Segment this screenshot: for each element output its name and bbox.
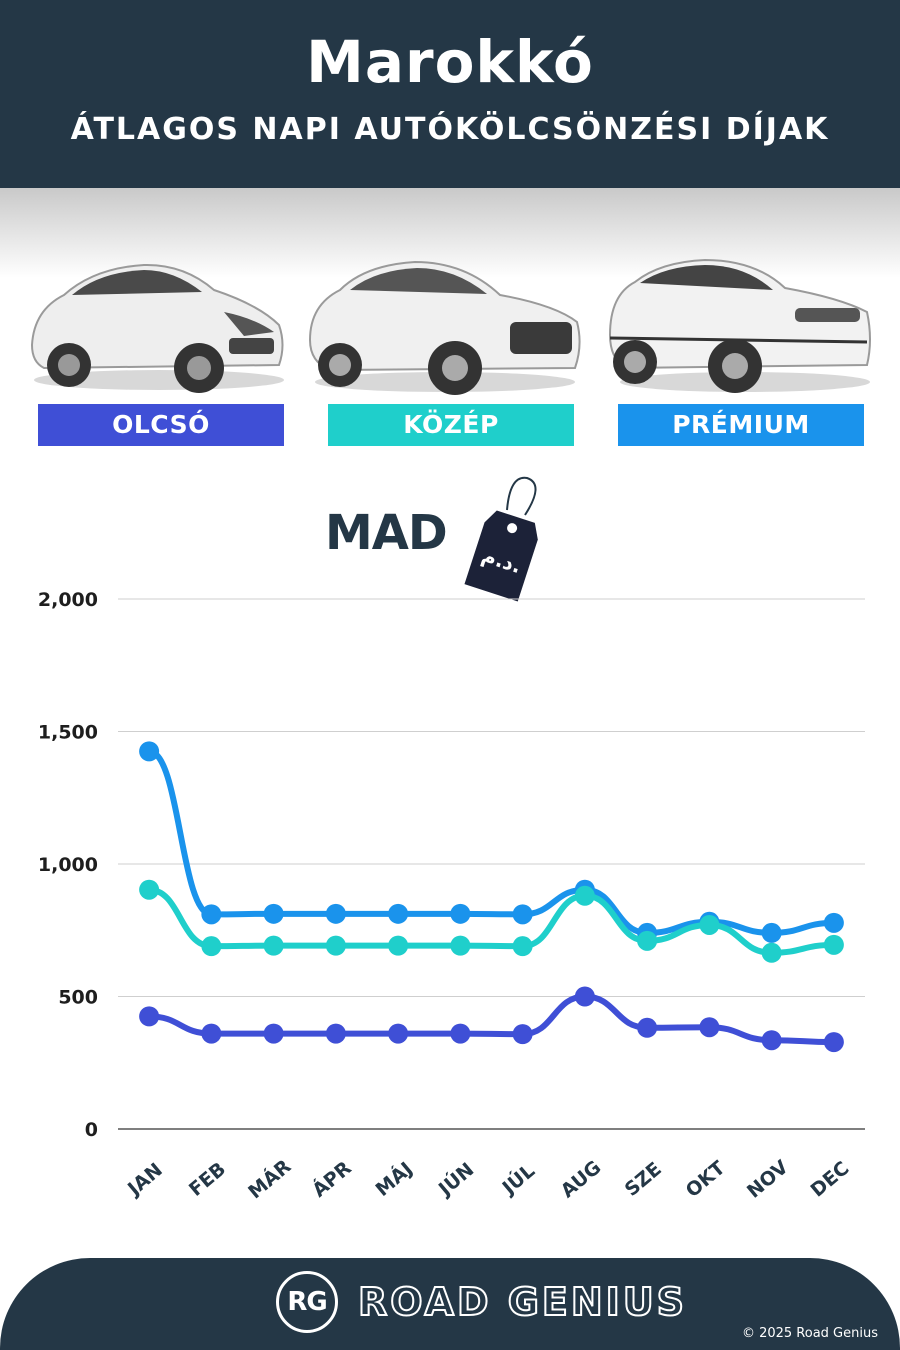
- badge-kozep: KÖZÉP: [328, 404, 574, 446]
- page-subtitle: ÁTLAGOS NAPI AUTÓKÖLCSÖNZÉSI DÍJAK: [70, 112, 830, 147]
- x-tick-label: JÚN: [432, 1157, 478, 1201]
- data-point: [823, 934, 844, 955]
- x-tick-label: AUG: [557, 1156, 606, 1202]
- road-genius-logo: RG: [276, 1271, 338, 1333]
- data-point: [201, 904, 222, 925]
- data-point: [139, 1006, 160, 1027]
- data-point: [512, 936, 533, 957]
- x-tick-label: MÁR: [244, 1154, 296, 1203]
- data-point: [512, 904, 533, 925]
- data-point: [263, 935, 284, 956]
- data-point: [637, 930, 658, 951]
- data-point: [450, 903, 471, 924]
- currency-label: MAD: [325, 505, 448, 561]
- brand-name: ROAD GENIUS: [357, 1279, 688, 1325]
- x-tick-label: SZE: [621, 1158, 666, 1201]
- data-point: [263, 1023, 284, 1044]
- hatchback-car-icon: [30, 263, 284, 393]
- series-line-olcsó: [149, 993, 834, 1046]
- x-tick-label: DEC: [807, 1157, 854, 1201]
- data-point: [388, 1023, 409, 1044]
- data-point: [139, 879, 160, 900]
- data-point: [201, 1023, 222, 1044]
- badge-label: PRÉMIUM: [672, 410, 810, 439]
- data-point: [699, 1017, 720, 1038]
- data-point: [263, 903, 284, 924]
- data-point: [325, 903, 346, 924]
- data-point: [761, 942, 782, 963]
- luxury-suv-car-icon: [608, 258, 871, 393]
- x-tick-label: JAN: [122, 1159, 167, 1201]
- copyright-text: © 2025 Road Genius: [741, 1326, 878, 1341]
- x-tick-label: NOV: [743, 1156, 793, 1203]
- footer-bar: [0, 1258, 900, 1350]
- y-tick-label: 2,000: [38, 589, 98, 611]
- x-tick-label: OKT: [682, 1157, 730, 1202]
- data-point: [761, 1030, 782, 1051]
- series-line-prémium: [148, 748, 834, 936]
- y-tick-label: 0: [85, 1119, 98, 1141]
- data-point: [699, 914, 720, 935]
- badge-premium: PRÉMIUM: [618, 404, 864, 446]
- x-tick-label: JÚL: [496, 1158, 539, 1200]
- data-point: [388, 903, 409, 924]
- x-tick-label: FEB: [185, 1158, 230, 1201]
- data-point: [637, 1017, 658, 1038]
- x-tick-label: MÁJ: [371, 1157, 417, 1201]
- data-point: [823, 912, 844, 933]
- data-point: [450, 935, 471, 956]
- badge-label: KÖZÉP: [403, 410, 499, 439]
- data-point: [139, 741, 160, 762]
- data-point: [201, 936, 222, 957]
- data-point: [450, 1023, 471, 1044]
- data-point: [823, 1032, 844, 1053]
- data-point: [574, 885, 595, 906]
- suv-car-icon: [308, 260, 581, 395]
- y-tick-label: 500: [58, 987, 98, 1009]
- data-point: [574, 986, 595, 1007]
- badge-label: OLCSÓ: [112, 410, 210, 439]
- data-point: [325, 1023, 346, 1044]
- data-point: [761, 922, 782, 943]
- x-tick-label: ÁPR: [308, 1156, 356, 1202]
- line-chart: 0 500 1,000 1,500 2,000 JAN FEB MÁR ÁPR MÁJ JÚN JÚ…: [38, 589, 865, 1203]
- y-tick-label: 1,000: [38, 854, 98, 876]
- page-title: Marokkó: [306, 28, 594, 96]
- data-point: [325, 935, 346, 956]
- data-point: [512, 1024, 533, 1045]
- data-point: [388, 935, 409, 956]
- y-tick-label: 1,500: [38, 722, 98, 744]
- badge-olcso: OLCSÓ: [38, 404, 284, 446]
- header-shadow: [0, 188, 900, 278]
- price-tag-icon: د.م.: [464, 476, 538, 602]
- header-banner: Marokkó ÁTLAGOS NAPI AUTÓKÖLCSÖNZÉSI DÍJ…: [0, 0, 900, 188]
